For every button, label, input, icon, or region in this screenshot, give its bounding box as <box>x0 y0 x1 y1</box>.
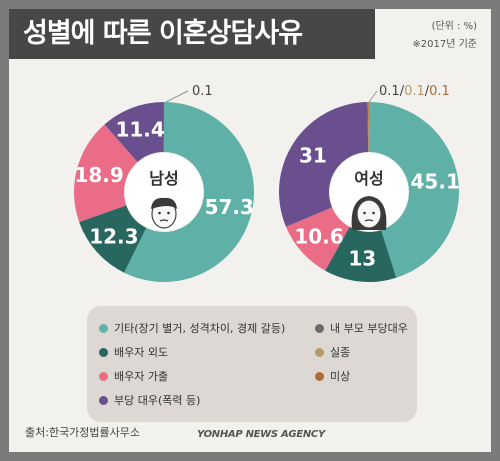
legend-dot-spouse-runaway <box>99 372 108 381</box>
legend-label-spouse-runaway: 배우자 가출 <box>114 370 169 383</box>
legend-item-missing: 실종 <box>315 344 350 360</box>
female-small-separator: / <box>400 84 405 99</box>
legend-item-spouse-runaway: 배우자 가출 <box>99 368 168 384</box>
male-slice-unfair-treatment <box>104 102 164 162</box>
legend: 기타(장기 별거, 성격차이, 경제 갈등) 내 부모 부당대우 배우자 외도 … <box>87 306 417 422</box>
legend-label-spouse-affair: 배우자 외도 <box>114 346 169 359</box>
female-small-value-1: 0.1 <box>404 84 425 99</box>
female-slice-spouse-runaway <box>285 207 350 271</box>
female-small-value-0: 0.1 <box>379 84 400 99</box>
legend-label-in-laws: 내 부모 부당대우 <box>330 322 408 335</box>
female-slice-unfair-treatment <box>279 102 369 227</box>
female-small-values: 0.1/0.1/0.1 <box>379 84 450 99</box>
unit-label: (단위 : %) <box>431 21 477 32</box>
agency-credit: YONHAP NEWS AGENCY <box>197 429 325 440</box>
male-label-spouse-affair: 12.3 <box>89 224 138 248</box>
legend-dot-unknown <box>315 372 324 381</box>
legend-dot-other <box>99 324 108 333</box>
female-small-separator: / <box>425 84 430 99</box>
male-center <box>125 153 203 231</box>
female-center-label: 여성 <box>354 169 383 188</box>
legend-item-unknown: 미상 <box>315 368 350 384</box>
male-slice-spouse-affair <box>79 205 147 273</box>
female-face-icon <box>351 196 387 230</box>
female-slice-other <box>369 102 460 278</box>
legend-label-other: 기타(장기 별거, 성격차이, 경제 갈등) <box>114 322 286 335</box>
male-small-value-0: 0.1 <box>192 84 213 99</box>
female-label-spouse-affair: 13 <box>348 247 376 271</box>
female-slice-in-laws <box>367 102 369 153</box>
legend-dot-missing <box>315 348 324 357</box>
female-slice-spouse-affair <box>325 226 397 282</box>
female-small-value-2: 0.1 <box>429 84 450 99</box>
legend-item-unfair-treatment: 부당 대우(폭력 등) <box>99 392 200 408</box>
male-label-spouse-runaway: 18.9 <box>74 163 123 187</box>
source-text: 출처:한국가정법률사무소 <box>25 426 141 439</box>
legend-label-missing: 실종 <box>330 346 351 359</box>
female-label-spouse-runaway: 10.6 <box>294 225 343 249</box>
year-note: ※2017년 기준 <box>412 39 477 50</box>
female-label-other: 45.1 <box>411 170 460 194</box>
legend-item-other: 기타(장기 별거, 성격차이, 경제 갈등) <box>99 320 285 336</box>
female-center <box>330 153 408 231</box>
male-center-label: 남성 <box>149 169 178 188</box>
male-slice-other <box>124 102 254 282</box>
legend-label-unknown: 미상 <box>330 370 351 383</box>
male-donut: 57.3 12.3 18.9 11.4 남성 0.1 <box>74 84 254 282</box>
male-slice-spouse-runaway <box>74 124 138 222</box>
legend-dot-in-laws <box>315 324 324 333</box>
male-slice-in-laws <box>163 102 164 153</box>
female-slice-unknown <box>368 102 369 153</box>
male-label-unfair-treatment: 11.4 <box>115 117 164 141</box>
male-label-other: 57.3 <box>205 195 254 219</box>
legend-dot-unfair-treatment <box>99 396 108 405</box>
page-title: 성별에 따른 이혼상담사유 <box>9 9 375 59</box>
legend-label-unfair-treatment: 부당 대우(폭력 등) <box>114 394 201 407</box>
legend-dot-spouse-affair <box>99 348 108 357</box>
male-small-values: 0.1 <box>192 84 213 99</box>
female-slice-missing <box>367 102 369 153</box>
legend-item-in-laws: 내 부모 부당대우 <box>315 320 408 336</box>
legend-item-spouse-affair: 배우자 외도 <box>99 344 168 360</box>
male-face-icon <box>151 197 177 229</box>
female-label-unfair-treatment: 31 <box>299 143 327 167</box>
